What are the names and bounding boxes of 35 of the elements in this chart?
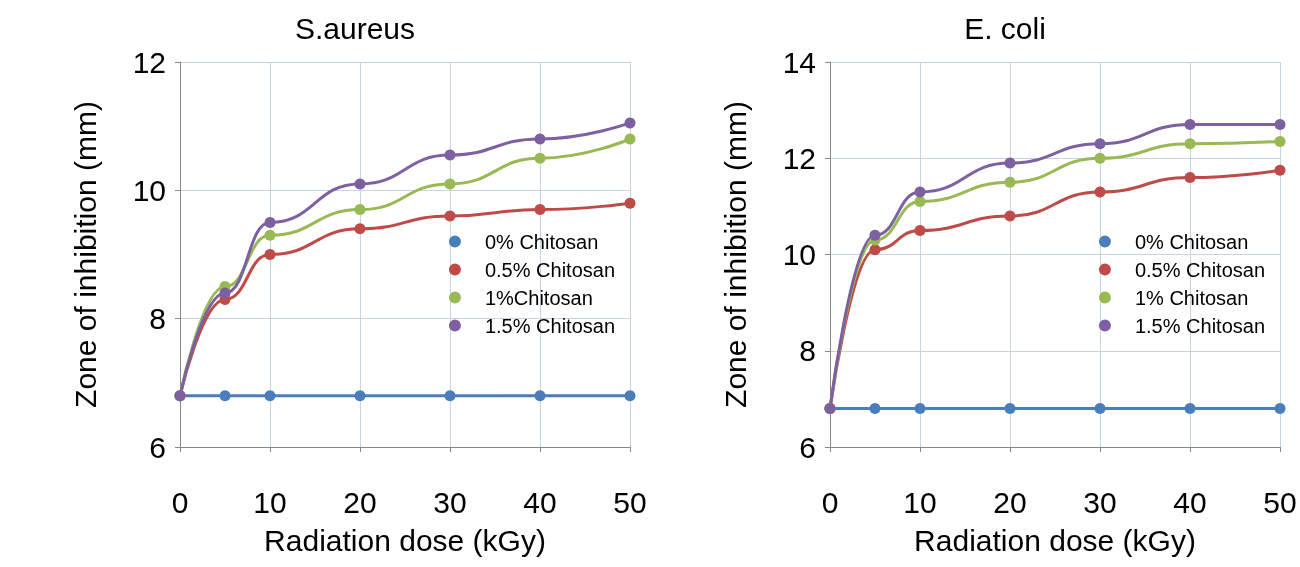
x-tick-label: 20 <box>343 485 377 519</box>
chart-title: E. coli <box>964 11 1046 45</box>
y-tick-label: 6 <box>799 430 816 464</box>
legend-label: 0% Chitosan <box>484 230 599 253</box>
x-tick-label: 0 <box>171 485 189 519</box>
y-axis-title: Zone of inhibition (mm) <box>68 101 102 408</box>
x-tick-label: 30 <box>433 485 467 519</box>
x-tick-label: 50 <box>613 485 647 519</box>
x-tick-label: 30 <box>1083 485 1117 519</box>
legend-label: 1.5% Chitosan <box>484 314 615 337</box>
legend-label: 0% Chitosan <box>1134 230 1249 253</box>
x-tick-label: 40 <box>1173 485 1207 519</box>
x-tick-label: 0 <box>821 485 839 519</box>
x-tick-label: 40 <box>523 485 557 519</box>
y-tick-label: 14 <box>782 45 816 79</box>
x-tick-label: 10 <box>253 485 287 519</box>
y-tick-label: 12 <box>132 45 166 79</box>
legend-label: 1% Chitosan <box>1134 286 1249 309</box>
x-axis-title: Radiation dose (kGy) <box>914 523 1196 557</box>
legend-label: 0.5% Chitosan <box>484 258 615 281</box>
y-tick-label: 12 <box>782 141 816 175</box>
x-axis-title: Radiation dose (kGy) <box>264 523 546 557</box>
legend-label: 1.5% Chitosan <box>1134 314 1265 337</box>
chart-title: S.aureus <box>294 11 416 45</box>
y-tick-label: 8 <box>149 302 166 336</box>
y-tick-label: 10 <box>782 238 816 271</box>
y-axis-title: Zone of inhibition (mm) <box>718 101 752 408</box>
x-tick-label: 20 <box>993 485 1027 519</box>
legend-label: 0.5% Chitosan <box>1134 258 1265 281</box>
y-tick-label: 8 <box>799 334 816 368</box>
x-tick-label: 10 <box>903 485 937 519</box>
x-tick-label: 50 <box>1263 485 1297 519</box>
y-tick-label: 10 <box>132 173 166 207</box>
y-tick-label: 6 <box>149 430 166 464</box>
legend-label: 1%Chitosan <box>484 286 593 309</box>
